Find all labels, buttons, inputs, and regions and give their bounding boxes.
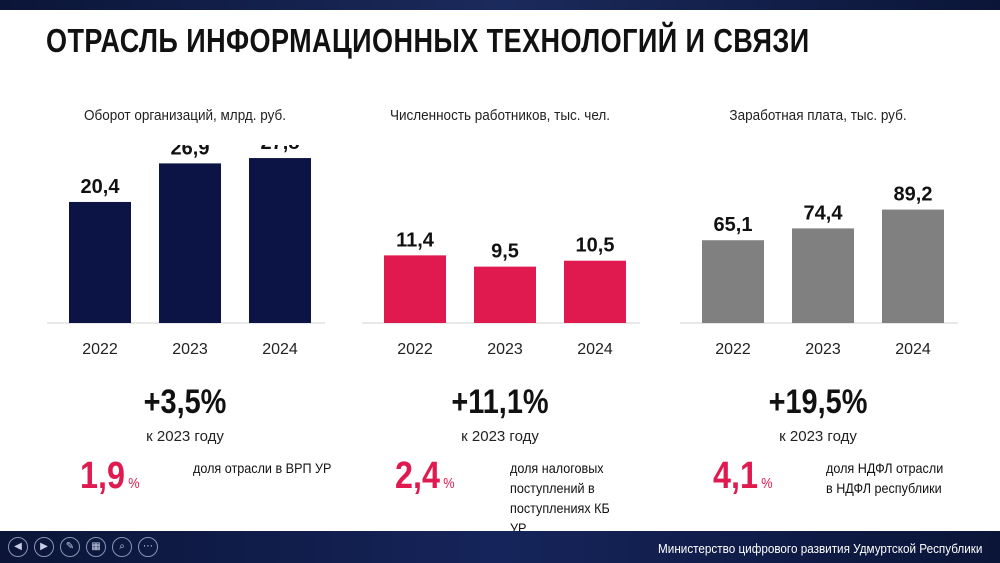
x-tick-label: 2024 xyxy=(262,341,298,358)
chart-title: Заработная плата, тыс. руб. xyxy=(729,107,907,124)
more-icon[interactable]: ⋯ xyxy=(138,537,158,557)
chart-title: Оборот организаций, млрд. руб. xyxy=(83,107,287,124)
ministry-footer: Министерство цифрового развития Удмуртск… xyxy=(657,541,982,556)
x-tick-label: 2023 xyxy=(172,341,208,358)
next-icon[interactable]: ▶ xyxy=(34,537,54,557)
share-value: 2,4% xyxy=(395,455,455,498)
x-tick-label: 2023 xyxy=(487,341,523,358)
zoom-icon[interactable]: ⌕ xyxy=(112,537,132,557)
share-description: доля отрасли в ВРП УР xyxy=(193,460,332,476)
share-unit: % xyxy=(443,475,455,492)
data-label: 9,5 xyxy=(491,241,519,263)
slides-icon[interactable]: ▦ xyxy=(86,537,106,557)
turnover-bar-chart: 20,4 2022 26,9 2023 27,8 2024 xyxy=(47,145,325,358)
salary-bar-chart: 65,1 2022 74,4 2023 89,2 2024 xyxy=(680,184,958,358)
data-label: 20,4 xyxy=(81,176,121,198)
growth-subtitle: к 2023 году xyxy=(779,428,857,445)
growth-value: +3,5% xyxy=(143,383,227,421)
bar-2023 xyxy=(474,266,536,323)
panel-employees: Численность работников, тыс. чел. 11,4 20… xyxy=(350,95,650,536)
growth-subtitle: к 2023 году xyxy=(461,428,539,445)
growth-subtitle: к 2023 году xyxy=(146,428,224,445)
data-label: 26,9 xyxy=(171,145,210,159)
panel-salary: Заработная плата, тыс. руб. 65,1 2022 74,4… xyxy=(668,95,968,525)
share-description: доля НДФЛ отрасли в НДФЛ республики xyxy=(826,460,944,496)
growth-value: +11,1% xyxy=(451,383,549,421)
share-value: 1,9% xyxy=(80,455,140,498)
bar-2023 xyxy=(159,163,221,323)
bar-2022 xyxy=(384,255,446,323)
share-unit: % xyxy=(761,475,773,492)
bar-2022 xyxy=(69,201,131,323)
share-number: 1,9 xyxy=(80,455,125,497)
prev-icon[interactable]: ◀ xyxy=(8,537,28,557)
share-number: 4,1 xyxy=(713,455,758,497)
share-number: 2,4 xyxy=(395,455,440,497)
panel-turnover: Оборот организаций, млрд. руб. 20,4 2022 2… xyxy=(35,95,335,525)
data-label: 65,1 xyxy=(714,214,753,236)
x-tick-label: 2024 xyxy=(895,341,931,358)
top-bar xyxy=(0,0,1000,10)
share-unit: % xyxy=(128,475,140,492)
share-value: 4,1% xyxy=(713,455,773,498)
bar-2024 xyxy=(564,260,626,323)
growth-value: +19,5% xyxy=(768,383,868,421)
data-label: 11,4 xyxy=(396,229,435,251)
bar-2023 xyxy=(792,228,854,323)
data-label: 10,5 xyxy=(576,235,615,257)
bar-2024 xyxy=(882,209,944,323)
x-tick-label: 2022 xyxy=(82,341,118,358)
bar-2022 xyxy=(702,240,764,323)
data-label: 27,8 xyxy=(261,145,300,154)
bar-2024 xyxy=(249,158,311,323)
slide-navigation: ◀ ▶ ✎ ▦ ⌕ ⋯ xyxy=(8,537,158,557)
page-title: ОТРАСЛЬ ИНФОРМАЦИОННЫХ ТЕХНОЛОГИЙ И СВЯЗ… xyxy=(46,22,810,59)
data-label: 89,2 xyxy=(894,184,933,206)
pen-icon[interactable]: ✎ xyxy=(60,537,80,557)
x-tick-label: 2022 xyxy=(715,341,751,358)
x-tick-label: 2024 xyxy=(577,341,613,358)
x-tick-label: 2022 xyxy=(397,341,433,358)
share-description: доля налоговых поступлений в поступления… xyxy=(510,460,610,536)
chart-title: Численность работников, тыс. чел. xyxy=(389,107,611,124)
bottom-bar: ◀ ▶ ✎ ▦ ⌕ ⋯ Министерство цифрового разви… xyxy=(0,531,1000,563)
x-tick-label: 2023 xyxy=(805,341,841,358)
data-label: 74,4 xyxy=(804,202,844,224)
employees-bar-chart: 11,4 2022 9,5 2023 10,5 2024 xyxy=(362,229,640,358)
